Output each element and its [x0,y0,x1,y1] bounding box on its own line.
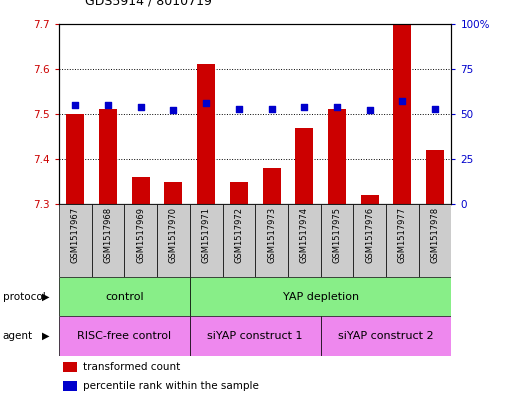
Text: GSM1517974: GSM1517974 [300,207,309,263]
Bar [386,204,419,277]
Bar [230,182,248,204]
Bar [321,316,451,356]
Bar [190,316,321,356]
Bar [426,150,444,204]
Bar [255,204,288,277]
Text: RISC-free control: RISC-free control [77,331,171,341]
Bar [63,381,76,391]
Text: GSM1517969: GSM1517969 [136,207,145,263]
Text: protocol: protocol [3,292,45,302]
Point [300,104,308,110]
Text: GSM1517970: GSM1517970 [169,207,178,263]
Bar [99,110,117,204]
Bar [361,195,379,204]
Point [71,102,80,108]
Bar [124,204,157,277]
Text: GSM1517978: GSM1517978 [430,207,440,263]
Text: transformed count: transformed count [83,362,180,372]
Text: siYAP construct 1: siYAP construct 1 [207,331,303,341]
Bar [328,110,346,204]
Text: GSM1517975: GSM1517975 [332,207,342,263]
Bar [59,204,92,277]
Bar [132,177,150,204]
Bar [59,277,190,316]
Bar [63,362,76,373]
Text: siYAP construct 2: siYAP construct 2 [338,331,434,341]
Bar [92,204,125,277]
Text: GSM1517968: GSM1517968 [104,207,112,263]
Text: ▶: ▶ [43,292,50,302]
Point [398,98,406,105]
Text: GSM1517976: GSM1517976 [365,207,374,263]
Bar [197,64,215,204]
Bar [165,182,183,204]
Bar [190,204,223,277]
Text: GDS5914 / 8010719: GDS5914 / 8010719 [85,0,211,8]
Text: control: control [105,292,144,302]
Text: ▶: ▶ [43,331,50,341]
Point [267,105,275,112]
Bar [419,204,451,277]
Point [136,104,145,110]
Bar [288,204,321,277]
Bar [353,204,386,277]
Bar [157,204,190,277]
Bar [190,277,451,316]
Text: agent: agent [3,331,33,341]
Bar [66,114,84,204]
Text: GSM1517967: GSM1517967 [71,207,80,263]
Bar [59,316,190,356]
Text: percentile rank within the sample: percentile rank within the sample [83,381,259,391]
Text: GSM1517971: GSM1517971 [202,207,211,263]
Point [431,105,439,112]
Point [169,107,177,114]
Bar [263,168,281,204]
Point [202,100,210,106]
Bar [295,128,313,204]
Bar [393,24,411,204]
Text: YAP depletion: YAP depletion [283,292,359,302]
Bar [321,204,353,277]
Point [366,107,374,114]
Point [104,102,112,108]
Text: GSM1517972: GSM1517972 [234,207,243,263]
Bar [223,204,255,277]
Point [333,104,341,110]
Point [235,105,243,112]
Text: GSM1517977: GSM1517977 [398,207,407,263]
Text: GSM1517973: GSM1517973 [267,207,276,263]
